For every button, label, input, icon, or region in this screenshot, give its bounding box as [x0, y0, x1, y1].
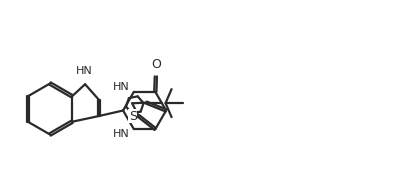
Text: HN: HN	[113, 82, 130, 92]
Text: HN: HN	[76, 66, 92, 76]
Text: HN: HN	[113, 129, 130, 139]
Text: O: O	[151, 58, 161, 71]
Text: S: S	[129, 110, 137, 123]
